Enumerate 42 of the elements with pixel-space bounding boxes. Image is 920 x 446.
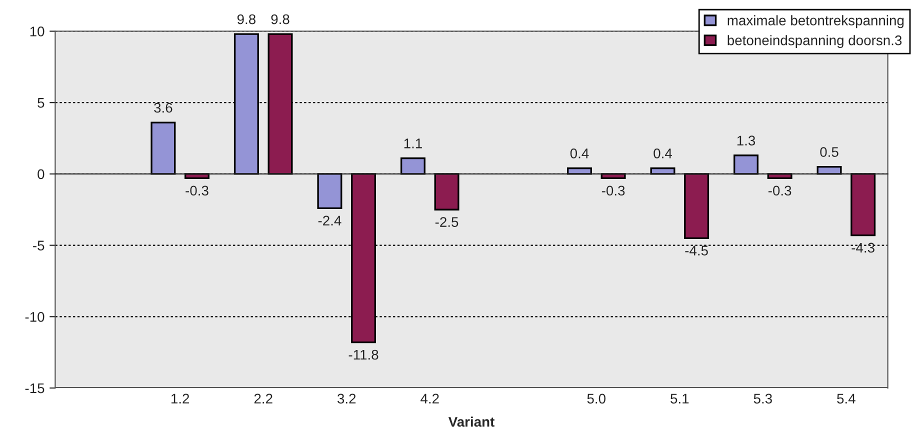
x-tick-label: 5.1	[670, 394, 689, 404]
y-tick-label: 5	[38, 98, 44, 108]
data-label: 1.1	[404, 138, 422, 148]
y-tick-label: 0	[38, 169, 44, 180]
data-label: 3.6	[154, 102, 172, 113]
data-label: -4.3	[852, 242, 874, 253]
x-tick-label: 4.2	[420, 394, 439, 404]
data-label: -0.3	[602, 186, 625, 196]
x-tick-label: 1.2	[171, 394, 190, 404]
bar	[400, 157, 426, 175]
data-label: -0.3	[768, 186, 792, 196]
bar	[850, 173, 876, 236]
data-label: -2.5	[435, 217, 458, 227]
data-label: 9.8	[237, 14, 256, 24]
data-label: 9.8	[271, 14, 290, 24]
legend-label: maximale betontrekspanning	[728, 15, 904, 28]
x-tick-label: 2.2	[254, 394, 272, 404]
bar	[816, 166, 842, 175]
data-label: -11.8	[348, 350, 378, 360]
data-label: 0.4	[654, 148, 672, 158]
bar	[150, 122, 176, 175]
x-tick-label: 3.2	[337, 394, 356, 404]
y-tick-label: -10	[25, 312, 44, 322]
data-label: -2.4	[318, 216, 342, 226]
x-tick-label: 5.3	[754, 394, 772, 404]
data-label: 1.3	[737, 136, 756, 146]
bar	[734, 154, 758, 175]
bar	[566, 167, 592, 175]
y-tick-label: -15	[25, 383, 44, 394]
data-label: -0.3	[186, 186, 208, 196]
data-label: 0.4	[570, 148, 589, 158]
bar	[317, 173, 342, 210]
bar	[434, 173, 460, 210]
legend-label: betoneindspanning doorsn.3	[728, 35, 902, 48]
data-label: 0.5	[820, 147, 838, 157]
x-tick-label: 5.0	[587, 394, 606, 404]
x-axis-title: Variant	[448, 416, 494, 427]
y-tick-label: 10	[30, 26, 44, 36]
bar	[684, 173, 710, 239]
data-label: -4.5	[685, 246, 708, 256]
y-tick-label: -5	[33, 240, 44, 250]
x-tick-label: 5.4	[837, 394, 856, 404]
